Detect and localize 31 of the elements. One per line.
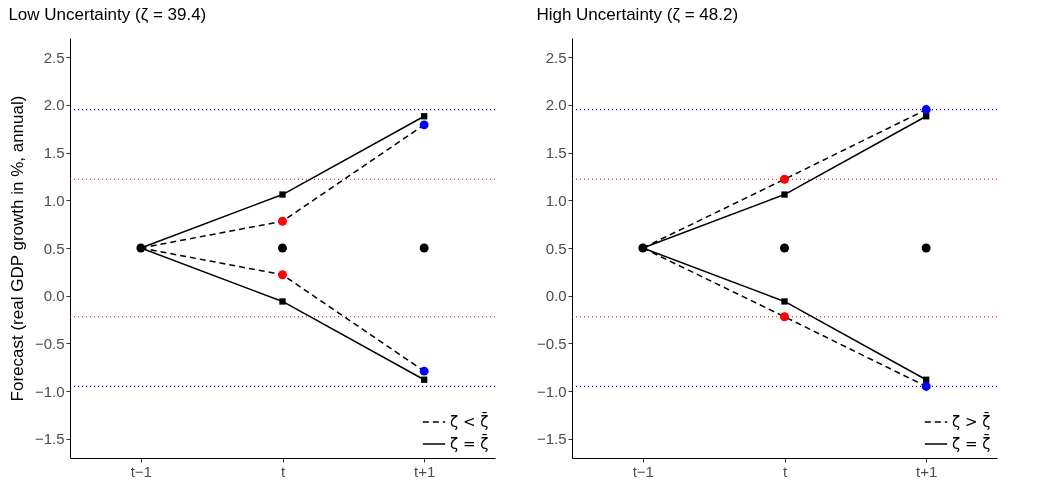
chart-title: High Uncertainty (ζ = 48.2) (536, 5, 739, 24)
legend-label: ζ > ζ̄ (952, 412, 991, 431)
y-tick-label: −1.5 (34, 430, 65, 448)
y-tick-label: 1.5 (43, 144, 65, 162)
y-tick-label: 0.5 (545, 239, 567, 257)
y-tick-label: 2.0 (43, 96, 65, 114)
x-tick-label: t (782, 462, 788, 480)
x-tick-label: t−1 (130, 462, 152, 480)
y-axis-title: Forecast (real GDP growth in %, annual) (7, 95, 27, 402)
y-tick-label: −1.5 (536, 430, 567, 448)
x-tick-label: t+1 (916, 462, 938, 480)
x-tick-label: t (280, 462, 286, 480)
y-tick-label: −0.5 (34, 334, 65, 352)
y-tick-label: 0.0 (545, 287, 567, 305)
y-tick-label: 2.0 (545, 96, 567, 114)
y-tick-label: −1.0 (34, 382, 65, 400)
legend-label: ζ = ζ̄ (952, 434, 991, 453)
y-tick-label: 2.5 (43, 48, 65, 66)
y-tick-label: 1.5 (545, 144, 567, 162)
x-tick-label: t−1 (632, 462, 654, 480)
y-tick-label: −1.0 (536, 382, 567, 400)
legend-label: ζ = ζ̄ (450, 434, 489, 453)
y-tick-label: 1.0 (545, 191, 567, 209)
legend-label: ζ < ζ̄ (450, 412, 489, 431)
chart-title: Low Uncertainty (ζ = 39.4) (8, 5, 207, 24)
y-tick-label: 0.5 (43, 239, 65, 257)
y-tick-label: −0.5 (536, 334, 567, 352)
y-tick-label: 1.0 (43, 191, 65, 209)
x-tick-label: t+1 (414, 462, 436, 480)
y-tick-label: 0.0 (43, 287, 65, 305)
y-tick-label: 2.5 (545, 48, 567, 66)
